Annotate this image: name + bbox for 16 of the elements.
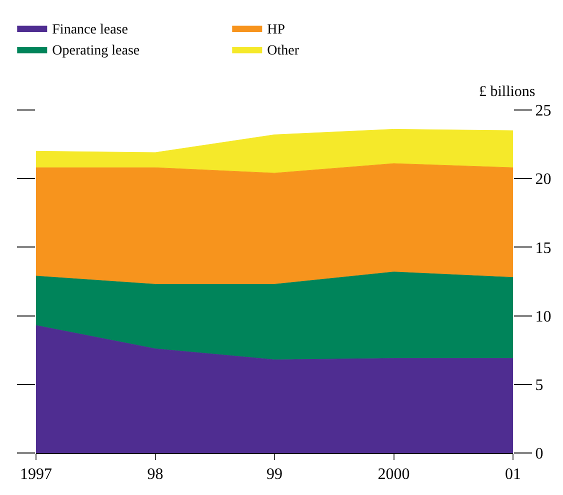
legend-label: Finance lease	[52, 22, 128, 38]
y-tick-label: 20	[535, 171, 552, 188]
x-tick-label: 1997	[20, 466, 52, 484]
y-tick-label: 15	[535, 240, 552, 257]
y-axis-title: £ billions	[479, 84, 536, 100]
x-tick-label: 98	[147, 466, 164, 484]
y-tick-label: 25	[535, 102, 552, 120]
y-tick-label: 10	[535, 308, 552, 326]
legend-label: HP	[267, 22, 286, 38]
x-tick-label: 99	[266, 466, 282, 484]
y-tick-label: 5	[535, 377, 544, 394]
y-tick-label: 0	[535, 446, 544, 463]
legend-label: Operating lease	[52, 44, 140, 59]
x-tick-label: 01	[505, 466, 521, 484]
x-tick-label: 2000	[378, 466, 410, 484]
legend-label: Other	[267, 44, 300, 59]
